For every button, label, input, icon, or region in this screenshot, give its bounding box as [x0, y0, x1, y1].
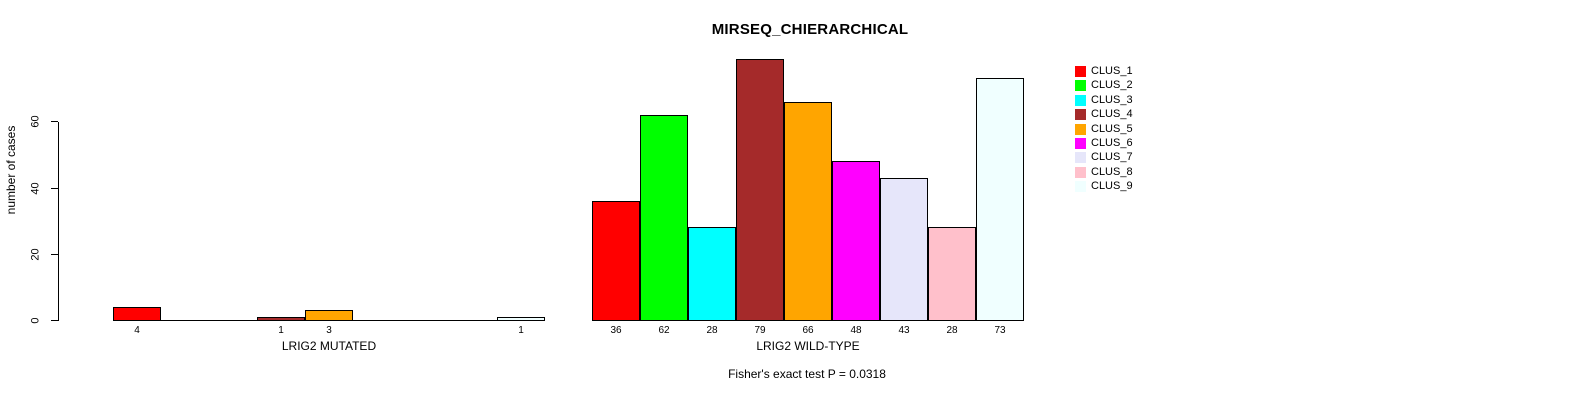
bar-value-label: 4 — [134, 325, 140, 336]
y-axis-line — [58, 122, 59, 321]
bar-value-label: 48 — [850, 325, 862, 336]
bar-clus_9-mutated — [497, 317, 545, 321]
bar-value-label: 62 — [658, 325, 670, 336]
bar-value-label: 79 — [754, 325, 766, 336]
bar-clus_7-wildtype — [880, 178, 928, 321]
y-axis-tick-label: 20 — [29, 248, 42, 261]
x-axis-group-label-mutated: LRIG2 MUTATED — [281, 339, 377, 353]
legend-label-clus_3: CLUS_3 — [1091, 94, 1133, 106]
y-axis-tick — [51, 188, 58, 189]
y-axis-tick-label: 0 — [29, 317, 42, 324]
legend-swatch-clus_8 — [1075, 167, 1086, 178]
legend-label-clus_9: CLUS_9 — [1091, 180, 1133, 192]
bar-value-label: 28 — [706, 325, 718, 336]
zero-height-bar-baseline — [209, 320, 257, 321]
zero-height-bar-baseline — [161, 320, 209, 321]
y-axis-tick-label: 60 — [29, 115, 42, 128]
bar-clus_9-wildtype — [976, 78, 1024, 321]
legend-label-clus_5: CLUS_5 — [1091, 123, 1133, 135]
legend-label-clus_7: CLUS_7 — [1091, 151, 1133, 163]
y-axis-tick — [51, 121, 58, 122]
bar-clus_5-mutated — [305, 310, 353, 321]
legend-swatch-clus_5 — [1075, 124, 1086, 135]
bar-clus_8-wildtype — [928, 227, 976, 321]
bar-clus_4-mutated — [257, 317, 305, 321]
bar-value-label: 3 — [326, 325, 332, 336]
bar-clus_1-wildtype — [592, 201, 640, 321]
legend-label-clus_8: CLUS_8 — [1091, 166, 1133, 178]
bar-clus_5-wildtype — [784, 102, 832, 321]
legend-label-clus_1: CLUS_1 — [1091, 65, 1133, 77]
zero-height-bar-baseline — [401, 320, 449, 321]
bar-value-label: 28 — [946, 325, 958, 336]
y-axis-tick — [51, 320, 58, 321]
y-axis-tick-label: 40 — [29, 182, 42, 195]
legend-swatch-clus_3 — [1075, 95, 1086, 106]
bar-value-label: 43 — [898, 325, 910, 336]
legend-swatch-clus_7 — [1075, 152, 1086, 163]
legend-label-clus_4: CLUS_4 — [1091, 108, 1133, 120]
fisher-test-caption: Fisher's exact test P = 0.0318 — [728, 367, 886, 381]
bar-value-label: 1 — [518, 325, 524, 336]
bar-value-label: 73 — [994, 325, 1006, 336]
legend-swatch-clus_1 — [1075, 66, 1086, 77]
x-axis-group-label-wildtype: LRIG2 WILD-TYPE — [756, 339, 860, 353]
legend-label-clus_2: CLUS_2 — [1091, 79, 1133, 91]
chart-title: MIRSEQ_CHIERARCHICAL — [711, 21, 909, 38]
bar-clus_4-wildtype — [736, 59, 784, 321]
zero-height-bar-baseline — [353, 320, 401, 321]
legend-swatch-clus_2 — [1075, 80, 1086, 91]
bar-value-label: 36 — [610, 325, 622, 336]
bar-value-label: 1 — [278, 325, 284, 336]
y-axis-tick — [51, 254, 58, 255]
bar-clus_6-wildtype — [832, 161, 880, 321]
legend-swatch-clus_9 — [1075, 181, 1086, 192]
legend-swatch-clus_6 — [1075, 138, 1086, 149]
bar-clus_1-mutated — [113, 307, 161, 321]
bar-clus_2-wildtype — [640, 115, 688, 321]
y-axis-title: number of cases — [4, 125, 18, 215]
legend-swatch-clus_4 — [1075, 109, 1086, 120]
bar-value-label: 66 — [802, 325, 814, 336]
zero-height-bar-baseline — [449, 320, 497, 321]
legend-label-clus_6: CLUS_6 — [1091, 137, 1133, 149]
bar-clus_3-wildtype — [688, 227, 736, 321]
